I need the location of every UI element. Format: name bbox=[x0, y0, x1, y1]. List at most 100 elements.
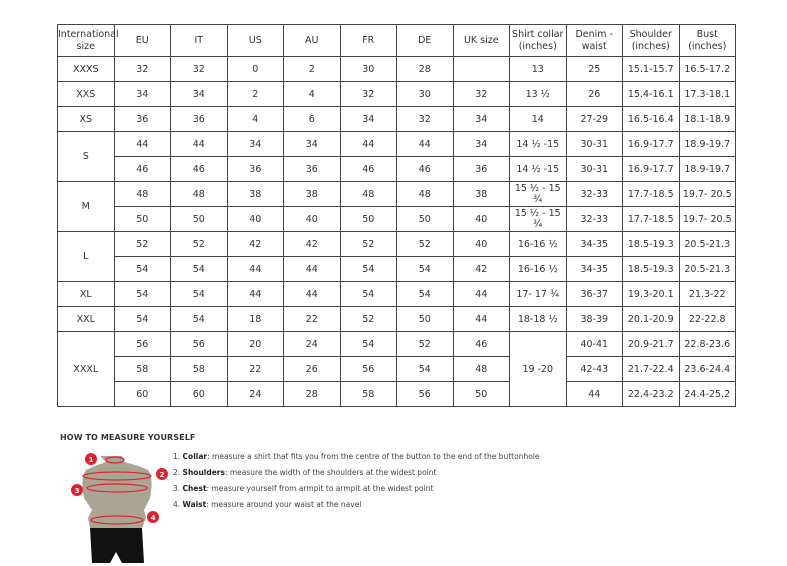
table-cell: 60 bbox=[113, 381, 171, 407]
table-cell: 26 bbox=[565, 81, 623, 107]
table-cell: 44 bbox=[226, 256, 284, 282]
table-cell: 34 bbox=[113, 81, 171, 107]
table-cell: 22.4-23.2 bbox=[622, 381, 680, 407]
table-cell: 56 bbox=[396, 381, 454, 407]
table-cell: 52 bbox=[339, 231, 397, 257]
table-row: 60 60 24 28 58 56 50 44 22.4-23.2 24.4-25.2 bbox=[58, 381, 736, 407]
how-to-measure-title: HOW TO MEASURE YOURSELF bbox=[60, 433, 196, 442]
table-cell: 54 bbox=[396, 256, 454, 282]
table-cell: 16-16 ½ bbox=[509, 256, 567, 282]
international-size-cell: L bbox=[57, 231, 115, 282]
header-row: International size EU IT US AU FR DE UK size Shi… bbox=[57, 24, 736, 57]
table-cell: 24.4-25.2 bbox=[678, 381, 736, 407]
table-cell: 58 bbox=[339, 381, 397, 407]
table-cell: 17.7-18.5 bbox=[622, 206, 680, 232]
table-cell: 6 bbox=[283, 106, 341, 132]
table-cell: 44 bbox=[452, 281, 510, 307]
table-cell: 16.9-17.7 bbox=[622, 131, 680, 157]
table-cell: 30-31 bbox=[565, 131, 623, 157]
table-cell: 50 bbox=[396, 206, 454, 232]
international-size-cell: XXXS bbox=[57, 56, 115, 82]
table-row: XXXS 32 32 0 2 30 28 13 25 15.1-15.7 16.5-17.2 bbox=[57, 56, 736, 82]
column-header: FR bbox=[339, 24, 397, 57]
table-cell: 46 bbox=[170, 156, 228, 182]
size-chart-table: International size EU IT US AU FR DE UK size Shi… bbox=[57, 24, 736, 407]
column-header: Shoulder (inches) bbox=[622, 24, 680, 57]
table-cell: 54 bbox=[170, 256, 228, 282]
table-cell: 56 bbox=[113, 331, 171, 357]
table-cell: 28 bbox=[283, 381, 341, 407]
table-cell: 34-35 bbox=[565, 256, 623, 282]
table-cell: 32 bbox=[170, 56, 228, 82]
column-header: DE bbox=[396, 24, 454, 57]
table-cell: 52 bbox=[170, 231, 228, 257]
table-cell: 32 bbox=[113, 56, 171, 82]
table-cell: 44 bbox=[226, 281, 284, 307]
table-row: 58 58 22 26 56 54 48 42-43 21.7-22.4 23.6-24.4 bbox=[58, 356, 736, 382]
table-cell: 54 bbox=[396, 356, 454, 382]
table-cell: 44 bbox=[339, 131, 397, 157]
column-header: UK size bbox=[452, 24, 510, 57]
table-cell: 22 bbox=[283, 306, 341, 332]
table-cell: 15.4-16.1 bbox=[622, 81, 680, 107]
table-cell: 16-16 ½ bbox=[509, 231, 567, 257]
table-cell: 4 bbox=[226, 106, 284, 132]
international-size-cell: XXL bbox=[57, 306, 115, 332]
step-chest: 3. Chest: measure yourself from armpit t… bbox=[173, 484, 434, 493]
torso-measurement-figure: 1 2 3 4 bbox=[71, 453, 168, 563]
table-cell: 30 bbox=[396, 81, 454, 107]
step-collar: 1. Collar: measure a shirt that fits you… bbox=[173, 452, 540, 461]
table-cell: 56 bbox=[170, 331, 228, 357]
table-cell: 14 ½ -15 bbox=[509, 156, 567, 182]
table-cell: 52 bbox=[396, 231, 454, 257]
table-cell: 52 bbox=[339, 306, 397, 332]
table-cell: 23.6-24.4 bbox=[678, 356, 736, 382]
table-cell: 30 bbox=[339, 56, 397, 82]
column-header: Denim - waist bbox=[565, 24, 623, 57]
table-cell: 20 bbox=[226, 331, 284, 357]
column-header: AU bbox=[283, 24, 341, 57]
table-cell: 38 bbox=[226, 181, 284, 207]
table-cell: 17.3-18.1 bbox=[678, 81, 736, 107]
table-cell: 18.1-18.9 bbox=[678, 106, 736, 132]
table-cell: 40 bbox=[452, 231, 510, 257]
table-row: 54 54 44 44 54 54 42 16-16 ½ 34-35 18.5-19.3 20.5-… bbox=[58, 256, 736, 282]
table-cell: 18.5-19.3 bbox=[622, 231, 680, 257]
table-row: 50 50 40 40 50 50 40 15 ½ - 15 ¾ 32-33 17.7-18.5 1… bbox=[58, 206, 736, 232]
marker-3: 3 bbox=[75, 487, 80, 495]
table-cell: 40 bbox=[226, 206, 284, 232]
table-cell: 58 bbox=[170, 356, 228, 382]
table-cell: 44 bbox=[565, 381, 623, 407]
table-cell: 52 bbox=[396, 331, 454, 357]
table-cell: 30-31 bbox=[565, 156, 623, 182]
international-size-cell: XL bbox=[57, 281, 115, 307]
table-cell: 18 bbox=[226, 306, 284, 332]
measurement-steps: 1. Collar: measure a shirt that fits you… bbox=[173, 452, 540, 516]
table-cell: 36 bbox=[283, 156, 341, 182]
international-size-cell: S bbox=[57, 131, 115, 182]
table-cell: 60 bbox=[170, 381, 228, 407]
table-cell: 20.9-21.7 bbox=[622, 331, 680, 357]
table-cell: 25 bbox=[565, 56, 623, 82]
international-size-cell: M bbox=[57, 181, 115, 232]
international-size-cell: XXXL bbox=[57, 331, 115, 407]
table-cell: 54 bbox=[113, 281, 171, 307]
column-header: IT bbox=[170, 24, 228, 57]
marker-2: 2 bbox=[160, 471, 165, 479]
table-cell: 20.5-21.3 bbox=[678, 231, 736, 257]
column-header: EU bbox=[113, 24, 171, 57]
table-cell: 54 bbox=[339, 331, 397, 357]
table-cell: 18.9-19.7 bbox=[678, 156, 736, 182]
table-cell: 54 bbox=[170, 281, 228, 307]
table-cell: 16.5-16.4 bbox=[622, 106, 680, 132]
table-cell: 20.5-21.3 bbox=[678, 256, 736, 282]
table-cell: 22-22.8 bbox=[678, 306, 736, 332]
table-cell: 20.1-20.9 bbox=[622, 306, 680, 332]
table-row: XXXL 56 56 20 24 54 52 46 19 -20 40-41 20.9-21.7 22… bbox=[57, 331, 736, 407]
table-cell: 54 bbox=[113, 256, 171, 282]
column-header: Shirt collar (inches) bbox=[509, 24, 567, 57]
table-cell: 44 bbox=[170, 131, 228, 157]
column-header: International size bbox=[57, 24, 119, 57]
table-cell: 32-33 bbox=[565, 181, 623, 207]
international-size-cell: XXS bbox=[57, 81, 115, 107]
